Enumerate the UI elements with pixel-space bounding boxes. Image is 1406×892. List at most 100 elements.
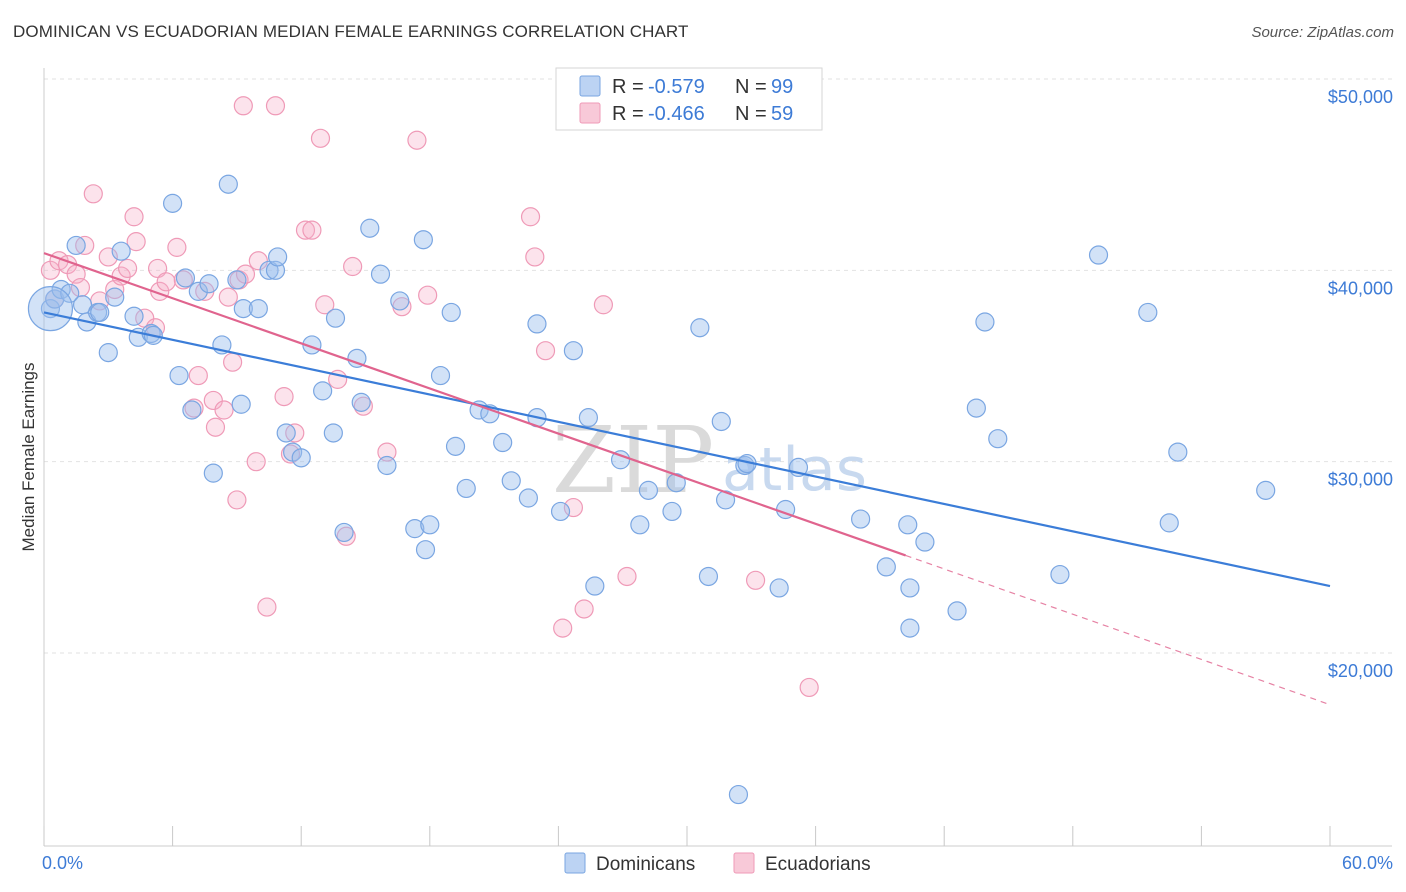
dominican-point <box>445 436 466 456</box>
dominican-point <box>666 473 686 493</box>
dominican-point <box>876 557 896 577</box>
dominican-point <box>585 576 605 596</box>
dominican-point <box>370 264 391 284</box>
dominican-point <box>420 515 440 535</box>
ecuadorian-point <box>617 566 637 587</box>
dominican-point <box>203 463 223 483</box>
dominican-point <box>493 432 513 453</box>
ecuadorian-point <box>156 272 176 292</box>
dominican-point <box>169 365 189 386</box>
ecuadorian-point <box>593 295 614 315</box>
dominican-point <box>360 218 380 238</box>
x-tick-label-min: 0.0% <box>42 853 83 873</box>
legend-n-label-ecuadorians: N = <box>735 103 767 125</box>
dominican-point <box>105 287 125 307</box>
dominican-point <box>347 348 367 368</box>
dominican-point <box>199 274 219 294</box>
dominican-point <box>898 515 918 535</box>
dominican-point <box>715 490 736 510</box>
ecuadorian-point <box>799 677 819 698</box>
dominican-point <box>259 260 279 280</box>
bottom-legend-label-ecuadorians: Ecuadorians <box>765 854 871 875</box>
dominican-point <box>527 314 547 334</box>
dominican-point <box>711 411 731 432</box>
ecuadorian-point <box>203 390 223 411</box>
ecuadorian-point <box>745 570 766 590</box>
y-tick-labels: $20,000 $30,000 $40,000 $50,000 <box>1328 87 1393 681</box>
dominican-point <box>578 408 599 428</box>
legend-r-label-dominicans: R = <box>612 76 644 98</box>
dominican-point <box>1138 302 1158 323</box>
dominican-point <box>769 578 789 598</box>
dominican-point <box>900 618 920 638</box>
dominican-point <box>45 289 65 309</box>
dominican-point <box>124 306 144 326</box>
ecuadorian-point <box>218 287 238 307</box>
ecuadorian-point <box>214 400 234 420</box>
dominican-point <box>390 291 410 311</box>
dominican-point <box>638 480 659 500</box>
dominican-point <box>630 515 650 535</box>
ecuadorian-point <box>525 247 545 267</box>
dominican-point <box>975 312 995 332</box>
dominican-point <box>405 519 425 539</box>
ecuadorian-point <box>343 256 363 277</box>
dominican-trend-line <box>43 311 1331 588</box>
dominican-point <box>188 281 208 301</box>
y-tick-label: $50,000 <box>1328 87 1393 107</box>
dominican-point <box>690 318 710 338</box>
dominican-point <box>728 784 749 805</box>
ecuadorian-point <box>520 207 541 227</box>
dominican-point <box>610 450 631 470</box>
dominican-point <box>377 455 397 476</box>
dominican-point <box>550 501 571 522</box>
y-tick-label: $30,000 <box>1328 470 1393 490</box>
dominican-point <box>1256 480 1276 500</box>
ecuadorian-point <box>295 220 316 240</box>
ecuadorian-point <box>535 341 556 361</box>
dominican-point <box>218 174 238 194</box>
dominican-point <box>268 247 288 267</box>
dominican-point <box>325 308 346 328</box>
x-ticks <box>43 826 1331 846</box>
ecuadorian-point <box>257 597 277 617</box>
ecuadorian-point <box>310 128 331 148</box>
bottom-legend-swatch-dominicans <box>564 852 586 874</box>
legend-n-value-dominicans: 99 <box>771 76 793 98</box>
legend-r-value-dominicans: -0.579 <box>648 76 705 98</box>
ecuadorian-point <box>553 618 573 638</box>
dominican-point <box>182 400 202 420</box>
legend-r-label-ecuadorians: R = <box>612 103 644 125</box>
dominican-point <box>851 509 871 529</box>
ecuadorian-point <box>574 599 594 619</box>
legend-n-label-dominicans: N = <box>735 76 767 98</box>
dominican-point <box>227 270 247 290</box>
y-axis-label: Median Female Earnings <box>19 363 38 552</box>
ecuadorian-point <box>377 442 397 462</box>
ecuadorian-point <box>274 387 294 407</box>
dominican-point <box>323 423 343 443</box>
grid-lines <box>44 78 1392 654</box>
bottom-legend-label-dominicans: Dominicans <box>596 854 695 875</box>
chart-source: Source: ZipAtlas.com <box>1251 24 1394 41</box>
ecuadorian-trend-line <box>43 252 906 557</box>
dominican-point <box>66 235 86 256</box>
y-tick-label: $20,000 <box>1328 661 1393 681</box>
x-tick-label-max: 60.0% <box>1342 853 1393 873</box>
ecuadorian-point <box>223 352 243 372</box>
ecuadorian-point <box>205 417 226 437</box>
dominican-point <box>698 566 719 587</box>
dominican-point <box>915 532 935 552</box>
watermark: ZIP atlas <box>552 407 867 514</box>
dominican-point <box>334 522 354 543</box>
dominican-point <box>456 478 476 499</box>
dominican-point-large <box>27 286 74 332</box>
dominican-point <box>175 268 196 288</box>
dominican-point <box>233 299 253 319</box>
ecuadorian-point <box>563 497 584 518</box>
dominican-point <box>111 241 131 261</box>
dominican-point <box>413 230 433 250</box>
ecuadorian-point <box>407 130 427 150</box>
ecuadorian-point <box>302 220 322 240</box>
dominican-point <box>430 365 451 386</box>
